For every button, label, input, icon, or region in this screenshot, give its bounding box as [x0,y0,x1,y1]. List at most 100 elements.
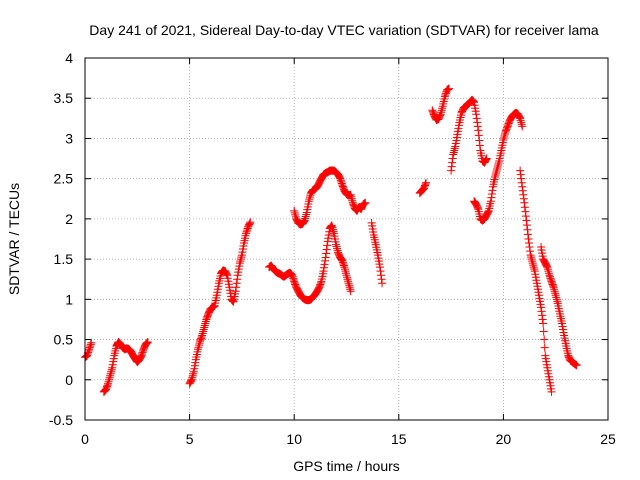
data-point [527,255,536,264]
data-point [436,110,445,119]
data-point [519,190,528,199]
x-tick-label-2: 10 [286,431,302,447]
points-layer [81,84,581,396]
data-point [521,207,530,216]
data-point [319,267,328,276]
data-point [323,237,332,246]
data-point [346,190,355,199]
data-point [235,259,244,268]
data-point [539,319,548,328]
data-point [529,261,538,270]
labels-layer: 0 5 10 15 20 25 -0.5 0 0.5 1 1.5 2 2.5 3 3.5 4 [49,50,616,447]
data-point [188,373,197,382]
data-point [438,104,447,113]
data-point [101,386,110,395]
x-axis-label: GPS time / hours [293,458,400,474]
data-point [528,259,537,268]
data-point [484,207,493,216]
data-point [86,341,95,350]
data-point [138,348,147,357]
data-point [85,345,94,354]
data-point [236,255,245,264]
data-point [539,327,548,336]
data-point [518,122,527,131]
data-point [481,156,490,165]
data-point [547,387,556,396]
data-point [340,265,349,274]
data-point [343,275,352,284]
data-point [474,126,483,135]
data-point [494,158,503,167]
data-point [492,169,501,178]
data-point [236,257,245,266]
data-point [137,351,146,360]
y-tick-label-5: 2 [65,211,73,227]
y-axis-label: SDTVAR / TECUs [6,183,22,295]
data-point [530,265,539,274]
data-point [316,279,325,288]
x-tick-label-0: 0 [81,431,89,447]
x-tick-label-1: 5 [186,431,194,447]
data-point [436,111,445,120]
data-point [324,234,333,243]
data-point [291,210,300,219]
data-point [336,174,345,183]
data-point [537,303,546,312]
data-point [142,339,151,348]
data-point [474,131,483,140]
data-point [344,277,353,286]
data-point [469,97,478,106]
data-point [337,177,346,186]
data-point [418,186,427,195]
data-point [305,195,314,204]
y-tick-label-7: 3 [65,130,73,146]
data-point [475,136,484,145]
data-point [544,267,553,276]
data-point [329,227,338,236]
x-tick-label-4: 20 [496,431,512,447]
y-tick-label-8: 3.5 [54,90,74,106]
data-point [344,279,353,288]
data-point [500,130,509,139]
data-point [543,265,552,274]
data-point [104,377,113,386]
data-point [188,371,197,380]
data-point [321,253,330,262]
data-point [341,267,350,276]
data-point [229,297,238,306]
data-point [228,296,237,305]
y-tick-label-4: 1.5 [54,251,74,267]
data-point [493,163,502,172]
y-tick-label-3: 1 [65,291,73,307]
data-point [546,274,555,283]
data-point [445,84,454,93]
data-point [572,361,581,370]
data-point [447,166,456,175]
data-point [327,221,336,230]
data-point [143,337,152,346]
data-point [523,225,532,234]
data-point [471,199,480,208]
data-point [540,335,549,344]
data-point [543,263,552,272]
data-point [491,171,500,180]
data-point [321,256,330,265]
data-point [340,263,349,272]
data-point [549,283,558,292]
ticks-layer [84,57,609,421]
data-point [421,178,430,187]
data-point [419,184,428,193]
data-point [85,343,94,352]
data-point [492,167,501,176]
data-point [302,210,311,219]
data-point [376,267,385,276]
data-point [516,170,525,179]
data-point [447,162,456,171]
data-point [103,381,112,390]
data-point [522,216,531,225]
data-point [245,219,254,228]
data-point [377,275,386,284]
data-point [553,297,562,306]
data-point [195,341,204,350]
data-point [322,245,331,254]
